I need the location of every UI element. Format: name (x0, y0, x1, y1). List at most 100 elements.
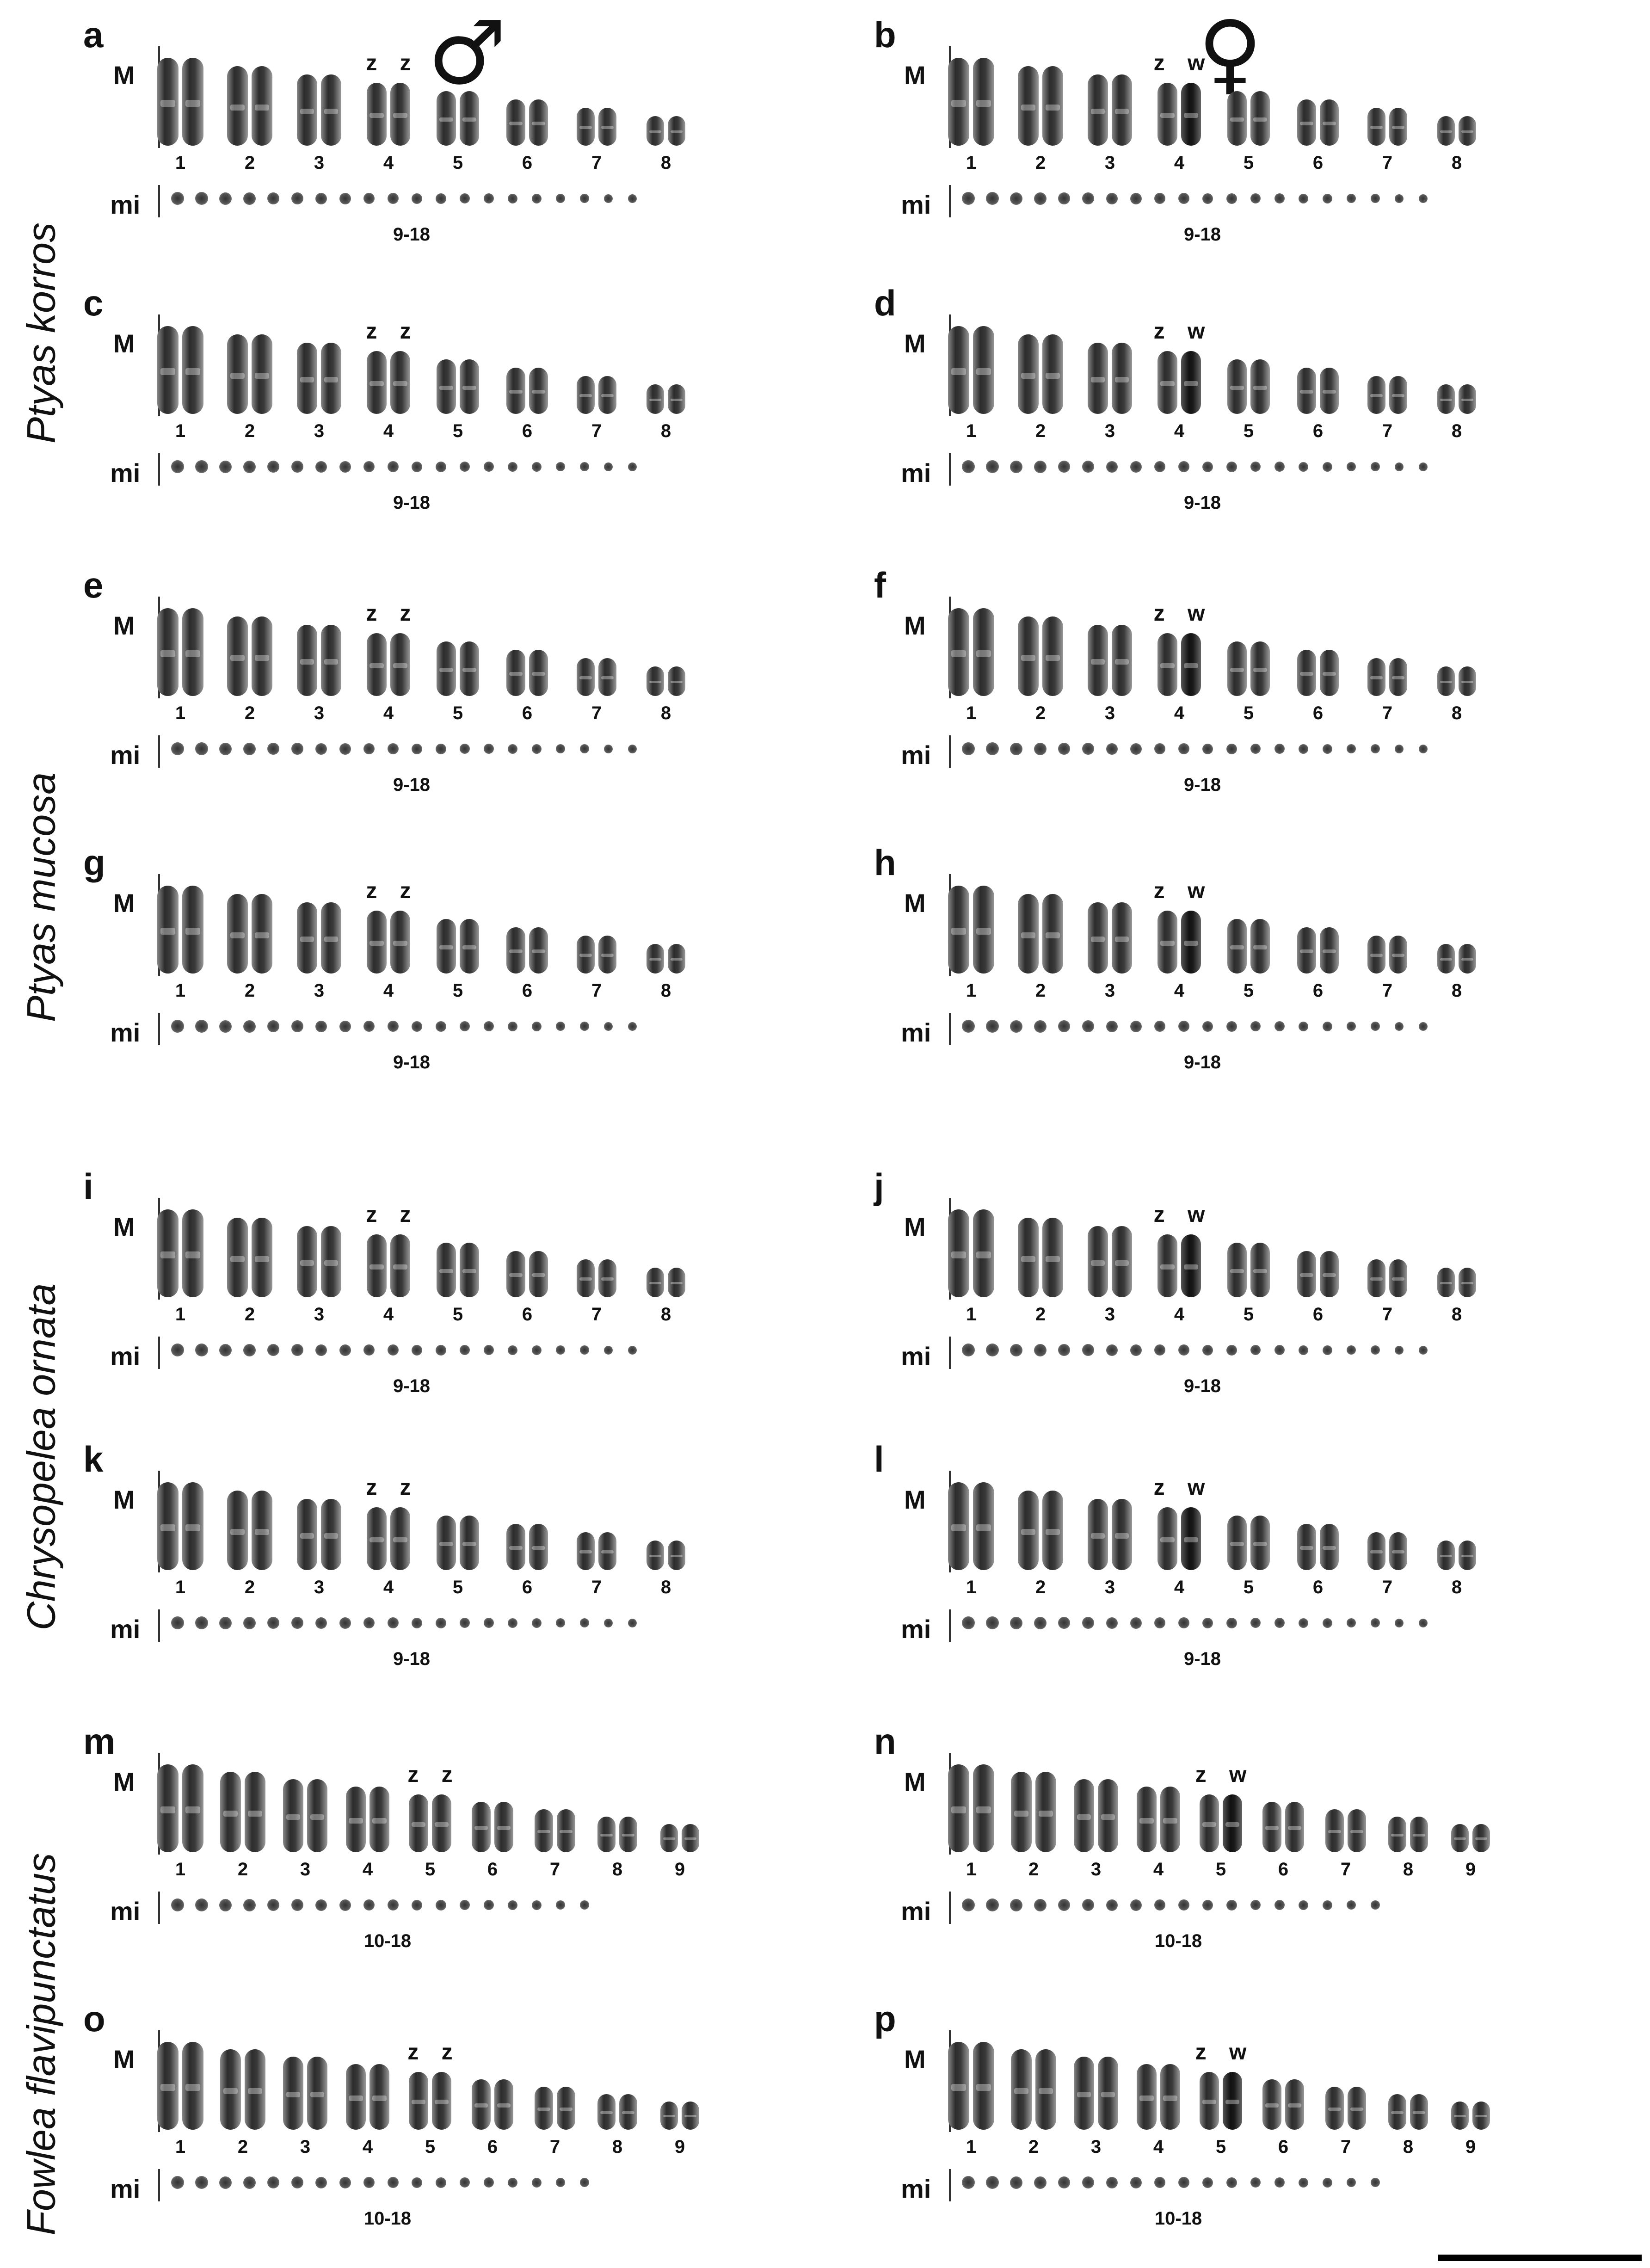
microchromosome (580, 744, 589, 753)
pair-number: 7 (549, 1859, 560, 1880)
chromosome (245, 2049, 265, 2130)
microchromosome (1371, 1345, 1380, 1355)
female-symbol: ♀ (1198, 2, 1262, 104)
chromosome (321, 1226, 341, 1297)
pair-number: 6 (1312, 1304, 1324, 1325)
chromosome (1389, 376, 1407, 414)
microchromosome-range-label: 9-18 (1183, 1649, 1221, 1669)
chromosome (948, 608, 969, 696)
pair-number: 4 (383, 1577, 394, 1597)
sex-chromosome-label: z z (366, 601, 419, 626)
chromosome (252, 616, 272, 696)
microchromosome (1250, 1618, 1261, 1628)
micro-row-label: mi (901, 1897, 931, 1926)
chromosome (1250, 919, 1270, 974)
chromosome (948, 58, 969, 146)
microchromosome (986, 1616, 999, 1629)
chromosome (1157, 83, 1177, 146)
panel-letter: e (83, 565, 104, 605)
pair-number: 6 (1278, 2137, 1289, 2157)
chromosome (598, 1259, 616, 1297)
microchromosome (1202, 462, 1213, 472)
microchromosome (412, 462, 422, 472)
pair-number: 2 (1035, 1304, 1046, 1325)
pair-number: 3 (314, 703, 325, 723)
pair-number: 2 (244, 1304, 255, 1325)
chromosome (1181, 1507, 1201, 1570)
pair-number: 3 (314, 1577, 325, 1597)
microchromosome (1130, 743, 1142, 755)
chromosome (1437, 384, 1455, 414)
microchromosome (1395, 1619, 1404, 1627)
chromosome (1112, 74, 1132, 146)
chromosome (321, 74, 341, 146)
microchromosome (986, 1898, 999, 1911)
microchromosome (508, 194, 517, 203)
microchromosome (412, 1021, 422, 1032)
microchromosome (219, 1344, 232, 1356)
chromosome (252, 1491, 272, 1570)
chromosome (1297, 368, 1316, 414)
microchromosome (1130, 2177, 1142, 2188)
microchromosome (604, 462, 613, 471)
microchromosome (460, 1345, 470, 1355)
micro-row-label: mi (901, 2174, 931, 2203)
chromosome (182, 608, 203, 696)
microchromosome (1371, 2178, 1380, 2187)
microchromosome (195, 192, 208, 205)
chromosome (1157, 351, 1177, 414)
chromosome (577, 1532, 595, 1570)
chromosome (1088, 625, 1108, 696)
microchromosome (219, 1899, 232, 1911)
chromosome (182, 2042, 203, 2130)
microchromosome (1347, 462, 1356, 471)
microchromosome (1082, 2176, 1094, 2188)
microchromosome (484, 193, 494, 203)
micro-row-label: mi (110, 1018, 141, 1047)
species-label: Ptyas korros (19, 222, 64, 444)
microchromosome (267, 192, 279, 204)
chromosome (598, 376, 616, 414)
microchromosome (1010, 2176, 1022, 2189)
microchromosome (436, 744, 446, 754)
microchromosome (628, 1619, 637, 1627)
pair-number: 8 (1451, 703, 1462, 723)
scale-bar (1438, 2255, 1642, 2261)
pair-number: 4 (1174, 703, 1185, 723)
pair-number: 8 (660, 703, 671, 723)
microchromosome (1226, 193, 1237, 204)
chromosome (460, 1243, 479, 1297)
chromosome (1459, 1541, 1476, 1570)
panel-letter: o (83, 1998, 105, 2039)
pair-number: 6 (1312, 153, 1324, 173)
pair-number: 8 (660, 421, 671, 441)
microchromosome (1395, 745, 1404, 753)
micro-row-label: mi (110, 458, 141, 487)
microchromosome (1058, 1617, 1070, 1629)
microchromosome (315, 743, 327, 755)
chromosome (1459, 666, 1476, 696)
chromosome (409, 1794, 428, 1852)
chromosome (1227, 919, 1247, 974)
chromosome (646, 116, 664, 146)
chromosome (182, 886, 203, 974)
chromosome (973, 886, 994, 974)
pair-number: 1 (175, 980, 186, 1001)
pair-number: 6 (1312, 1577, 1324, 1597)
pair-number: 7 (1382, 1577, 1393, 1597)
microchromosome (1082, 1020, 1094, 1032)
microchromosome-range-label: 9-18 (1183, 224, 1221, 245)
chromosome (1410, 1817, 1428, 1852)
macro-row-label: M (904, 888, 926, 918)
microchromosome (1250, 744, 1261, 754)
microchromosome (388, 2177, 399, 2188)
microchromosome (580, 1022, 589, 1031)
pair-number: 4 (1174, 1304, 1185, 1325)
chromosome (157, 608, 179, 696)
microchromosome (484, 2177, 494, 2188)
microchromosome (1058, 1899, 1070, 1911)
micro-divider-line (949, 185, 951, 217)
sex-chromosome-label: z z (407, 2040, 461, 2065)
microchromosome (1010, 461, 1022, 473)
